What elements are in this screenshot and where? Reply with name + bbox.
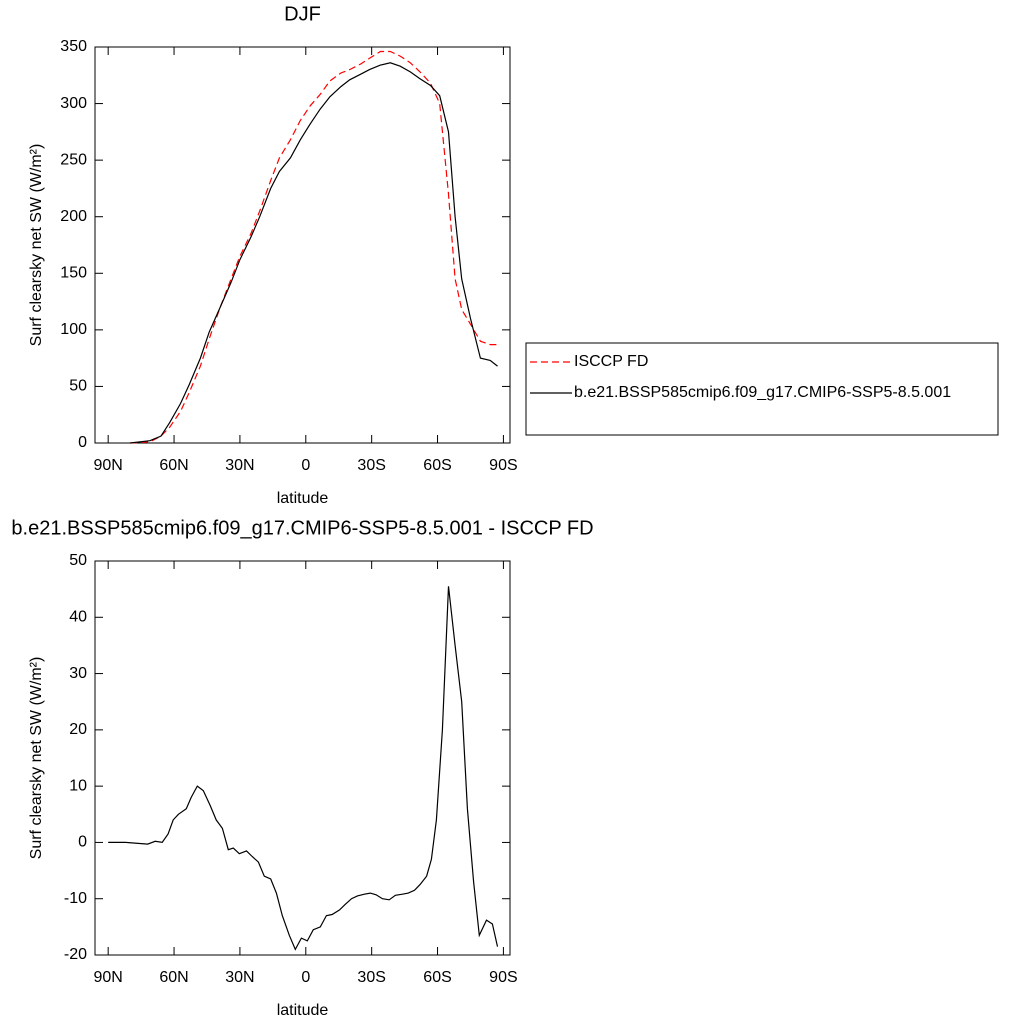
- x-axis-label: latitude: [277, 1002, 329, 1019]
- y-tick-label: 40: [69, 609, 87, 626]
- x-tick-label: 60N: [159, 457, 188, 474]
- chart-title: DJF: [284, 3, 321, 25]
- y-tick-label: 20: [69, 721, 87, 738]
- plot-frame: [94, 560, 511, 956]
- x-tick-label: 60S: [423, 457, 451, 474]
- y-tick-label: 200: [60, 208, 87, 225]
- y-tick-label: 30: [69, 665, 87, 682]
- data-line: [130, 50, 498, 444]
- plot-frame: [94, 46, 511, 444]
- x-tick-label: 30S: [357, 457, 385, 474]
- y-axis-label: Surf clearsky net SW (W/m²): [28, 657, 45, 860]
- x-tick-label: 0: [301, 969, 310, 986]
- data-line: [108, 586, 499, 951]
- chart-title: b.e21.BSSP585cmip6.f09_g17.CMIP6-SSP5-8.…: [11, 517, 593, 539]
- data-line: [130, 62, 498, 444]
- x-tick-label: 30S: [357, 969, 385, 986]
- y-axis-label: Surf clearsky net SW (W/m²): [28, 144, 45, 347]
- y-tick-label: 250: [60, 151, 87, 168]
- x-tick-label: 90N: [93, 969, 122, 986]
- y-tick-label: 150: [60, 265, 87, 282]
- legend-box: [525, 342, 999, 436]
- x-tick-label: 90N: [93, 457, 122, 474]
- y-tick-label: 50: [69, 552, 87, 569]
- y-tick-label: 300: [60, 95, 87, 112]
- legend-label: b.e21.BSSP585cmip6.f09_g17.CMIP6-SSP5-8.…: [574, 384, 951, 401]
- x-tick-label: 60N: [159, 969, 188, 986]
- x-tick-label: 0: [301, 457, 310, 474]
- x-axis-label: latitude: [277, 490, 329, 507]
- y-tick-label: 350: [60, 38, 87, 55]
- y-tick-label: 0: [78, 434, 87, 451]
- y-tick-label: 50: [69, 378, 87, 395]
- y-tick-label: -10: [64, 890, 87, 907]
- x-tick-label: 60S: [423, 969, 451, 986]
- x-tick-label: 30N: [225, 969, 254, 986]
- legend-label: ISCCP FD: [574, 353, 648, 370]
- y-tick-label: 100: [60, 321, 87, 338]
- x-tick-label: 90S: [489, 969, 517, 986]
- y-tick-label: -20: [64, 946, 87, 963]
- x-tick-label: 90S: [489, 457, 517, 474]
- y-tick-label: 10: [69, 777, 87, 794]
- x-tick-label: 30N: [225, 457, 254, 474]
- y-tick-label: 0: [78, 834, 87, 851]
